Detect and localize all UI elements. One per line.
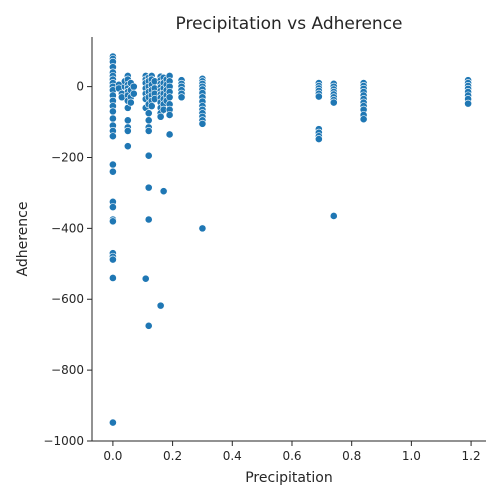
- y-axis-label: Adherence: [15, 202, 31, 277]
- data-point: [144, 127, 153, 135]
- y-tick-label: −800: [51, 363, 84, 377]
- y-tick-label: −1000: [43, 434, 84, 448]
- y-tick-label: −200: [51, 150, 84, 164]
- data-point: [108, 132, 117, 141]
- x-axis-label: Precipitation: [245, 470, 333, 486]
- data-point: [123, 142, 132, 151]
- data-point: [198, 224, 207, 233]
- data-point: [123, 116, 132, 125]
- data-point: [165, 111, 174, 119]
- data-point: [156, 301, 165, 310]
- data-point: [129, 89, 138, 98]
- data-point: [108, 160, 117, 169]
- data-point: [165, 130, 174, 139]
- x-tick-label: 0.6: [282, 449, 301, 463]
- data-point: [147, 102, 156, 111]
- data-point: [177, 93, 186, 102]
- data-point: [314, 92, 323, 101]
- data-point: [108, 114, 117, 123]
- data-point: [144, 215, 153, 224]
- data-point: [156, 112, 165, 121]
- data-point: [126, 98, 135, 107]
- data-point: [329, 212, 338, 220]
- data-point: [314, 135, 323, 143]
- data-point: [144, 151, 153, 160]
- x-tick-label: 0.2: [163, 449, 182, 463]
- data-point: [108, 217, 117, 226]
- data-point: [144, 321, 153, 330]
- data-point: [108, 255, 117, 264]
- data-point: [108, 203, 117, 212]
- x-tick-label: 0.4: [223, 449, 242, 463]
- x-tick-label: 0.8: [342, 449, 361, 463]
- y-tick-label: −400: [51, 221, 84, 235]
- data-point: [464, 99, 472, 108]
- chart-title: Precipitation vs Adherence: [176, 14, 403, 34]
- y-tick-label: 0: [76, 80, 84, 94]
- data-point: [108, 107, 117, 116]
- data-point: [141, 274, 150, 283]
- x-tick-label: 0.0: [103, 449, 122, 463]
- x-tick-label: 1.2: [462, 449, 481, 463]
- data-point: [329, 98, 338, 107]
- data-point: [144, 109, 153, 118]
- y-tick-label: −600: [51, 292, 84, 306]
- data-point: [108, 167, 117, 176]
- x-axis-ticks: 0.0 0.2 0.4 0.6 0.8 1.0 1.2: [103, 441, 481, 463]
- data-point: [165, 93, 174, 102]
- data-point: [123, 127, 132, 135]
- data-point: [144, 183, 153, 192]
- data-point: [108, 274, 117, 282]
- data-point: [144, 116, 153, 125]
- data-point: [108, 418, 117, 427]
- y-axis-ticks: 0 −200 −400 −600 −800 −1000: [43, 80, 92, 448]
- data-point: [159, 187, 168, 196]
- data-point: [129, 82, 138, 91]
- data-points: [108, 52, 472, 427]
- data-point: [198, 119, 207, 128]
- data-point: [359, 115, 368, 124]
- x-tick-label: 1.0: [402, 449, 421, 463]
